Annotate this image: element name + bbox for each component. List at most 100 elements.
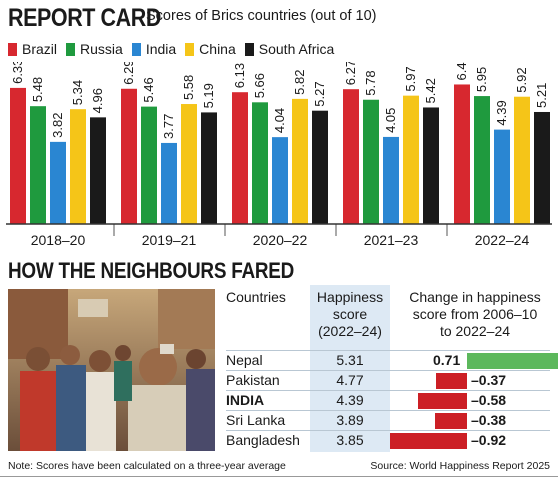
cell-score: 3.85	[336, 432, 364, 448]
bar-value-label: 5.97	[403, 66, 418, 91]
bar-brazil	[343, 89, 359, 224]
legend-label: Russia	[80, 41, 123, 57]
legend-item-india: India	[131, 41, 177, 57]
cell-change: –0.38	[471, 412, 507, 428]
bar-south-africa	[201, 112, 217, 224]
col-header-score: Happiness score (2022–24)	[310, 289, 390, 340]
legend-item-russia: Russia	[66, 41, 123, 57]
bar-value-label: 6.29	[121, 62, 136, 85]
bar-value-label: 5.92	[514, 67, 529, 92]
x-tick-label: 2021–23	[364, 232, 419, 248]
col-header-score-line3: (2022–24)	[318, 323, 382, 339]
bar-value-label: 6.33	[10, 62, 25, 84]
x-tick-label: 2020–22	[253, 232, 308, 248]
legend-item-china: China	[185, 41, 236, 57]
section-title: HOW THE NEIGHBOURS FARED	[8, 258, 295, 283]
cell-change: 0.71	[433, 352, 461, 368]
bar-value-label: 5.95	[474, 67, 489, 92]
cell-change: –0.58	[471, 392, 507, 408]
bar-china	[70, 109, 86, 224]
change-bar	[467, 353, 558, 369]
source-note: Source: World Happiness Report 2025	[370, 460, 550, 472]
cell-score: 4.39	[336, 392, 364, 408]
legend-label: Brazil	[22, 41, 58, 57]
bar-russia	[474, 96, 490, 224]
bar-value-label: 5.19	[201, 83, 216, 108]
legend-swatch	[8, 42, 17, 56]
bar-russia	[363, 99, 379, 224]
bar-india	[272, 137, 288, 224]
bar-russia	[252, 102, 268, 224]
col-header-change-line1: Change in happiness	[409, 289, 541, 305]
footnote: Note: Scores have been calculated on a t…	[8, 460, 286, 472]
bottom-rule	[0, 476, 558, 477]
table-row: Pakistan 4.77 –0.37	[226, 370, 550, 391]
table-row: Sri Lanka 3.89 –0.38	[226, 410, 550, 431]
legend-item-south-africa: South Africa	[244, 41, 335, 57]
x-tick-label: 2018–20	[31, 232, 86, 248]
bar-brazil	[454, 84, 470, 224]
bar-brazil	[10, 87, 26, 224]
brics-bar-chart: 6.33 5.48 3.82 5.34 4.96 2018–20 6.29 5.46 3.77 5…	[6, 62, 552, 248]
score-column-background	[310, 285, 390, 452]
bar-india	[383, 136, 399, 224]
bar-brazil	[121, 88, 137, 224]
bar-value-label: 5.66	[252, 73, 267, 98]
change-bar	[418, 393, 467, 409]
bar-russia	[30, 106, 46, 224]
street-crowd-photo	[8, 289, 215, 451]
bar-south-africa	[534, 111, 550, 224]
bar-value-label: 5.27	[312, 81, 327, 106]
cell-score: 5.31	[336, 352, 364, 368]
legend-label: China	[199, 41, 236, 57]
bar-value-label: 4.04	[272, 108, 287, 133]
legend-swatch	[185, 42, 195, 56]
bar-value-label: 5.78	[363, 70, 378, 95]
bar-russia	[141, 106, 157, 224]
legend-label: South Africa	[258, 41, 335, 57]
legend-swatch	[244, 42, 254, 56]
col-header-countries: Countries	[226, 289, 286, 305]
cell-change: –0.37	[471, 372, 507, 388]
cell-country: Nepal	[226, 352, 263, 368]
change-bar	[435, 373, 467, 389]
cell-score: 4.77	[336, 372, 364, 388]
table-row: Nepal 5.31 0.71	[226, 350, 558, 371]
x-tick-label: 2022–24	[475, 232, 530, 248]
bar-value-label: 4.39	[494, 100, 509, 125]
bar-value-label: 5.58	[181, 75, 196, 100]
bar-china	[514, 96, 530, 224]
bar-value-label: 6.13	[232, 63, 247, 88]
bar-value-label: 5.34	[70, 80, 85, 105]
col-header-score-line2: score	[332, 306, 368, 322]
col-header-change: Change in happiness score from 2006–10 t…	[394, 289, 556, 340]
bar-value-label: 3.77	[161, 114, 176, 139]
table-row: Bangladesh 3.85 –0.92	[226, 430, 550, 451]
change-bar	[389, 433, 467, 449]
bar-south-africa	[423, 107, 439, 224]
table-row: INDIA 4.39 –0.58	[226, 390, 550, 411]
bar-value-label: 5.46	[141, 77, 156, 102]
bar-value-label: 5.21	[534, 83, 549, 108]
bar-china	[292, 98, 308, 224]
bar-value-label: 5.82	[292, 70, 307, 95]
legend-label: India	[145, 41, 177, 57]
bar-india	[161, 142, 177, 224]
bar-value-label: 3.82	[50, 113, 65, 138]
x-tick-label: 2019–21	[142, 232, 197, 248]
change-bar	[435, 413, 467, 429]
bar-south-africa	[90, 117, 106, 224]
legend-swatch	[131, 42, 141, 56]
chart-subtitle: Scores of Brics countries (out of 10)	[146, 8, 377, 24]
bar-china	[181, 104, 197, 224]
legend-swatch	[66, 42, 76, 56]
chart-title: REPORT CARD	[8, 4, 161, 32]
bar-value-label: 6.27	[343, 62, 358, 85]
bar-brazil	[232, 92, 248, 224]
cell-country: Bangladesh	[226, 432, 300, 448]
col-header-score-line1: Happiness	[316, 289, 384, 305]
legend-item-brazil: Brazil	[8, 41, 57, 57]
bar-value-label: 4.05	[383, 108, 398, 133]
bar-china	[403, 95, 419, 224]
bar-value-label: 4.96	[90, 88, 105, 113]
